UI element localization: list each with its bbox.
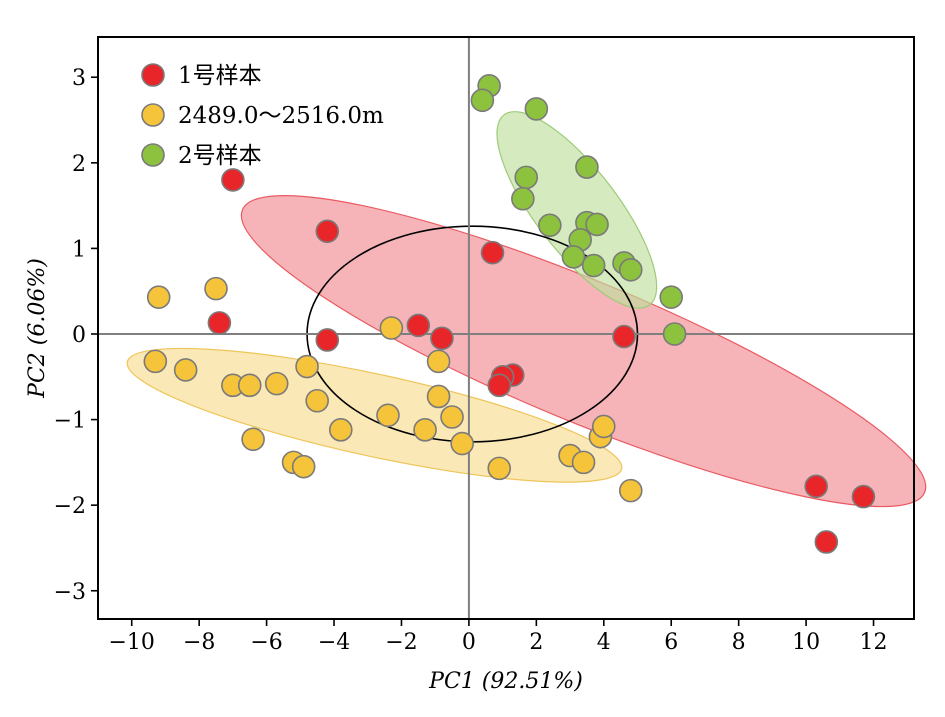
- legend-label: 2489.0～2516.0m: [178, 103, 384, 129]
- data-point-series-3: [524, 97, 549, 121]
- data-point-series-2: [264, 371, 289, 396]
- x-tick-label: 12: [860, 630, 888, 655]
- legend-label: 2号样本: [178, 143, 262, 169]
- data-point-series-1: [315, 219, 340, 244]
- data-point-series-3: [470, 88, 495, 113]
- legend: 1号样本 2489.0～2516.0m 2号样本: [141, 63, 384, 169]
- data-point-series-2: [591, 414, 616, 439]
- data-point-series-3: [662, 322, 687, 346]
- x-tick-label: −2: [385, 630, 417, 655]
- data-point-series-2: [450, 431, 474, 456]
- data-point-series-1: [315, 328, 340, 352]
- x-tick-label: 0: [462, 630, 476, 655]
- data-point-series-3: [514, 165, 539, 190]
- data-point-series-2: [204, 276, 228, 301]
- data-point-series-2: [487, 456, 512, 481]
- data-point-series-3: [561, 245, 586, 269]
- x-axis-title: PC1 (92.51%): [428, 669, 583, 694]
- legend-marker: [141, 143, 165, 167]
- data-point-series-2: [305, 388, 329, 413]
- x-tick-label: −6: [250, 630, 282, 655]
- data-point-series-3: [581, 253, 606, 278]
- data-point-series-1: [851, 484, 876, 509]
- data-point-series-2: [328, 418, 353, 442]
- legend-marker: [141, 63, 165, 87]
- y-axis-ticks: −3 −2 −1 0 1 2 3: [54, 66, 98, 605]
- data-point-series-3: [538, 213, 562, 238]
- data-point-series-1: [814, 530, 839, 554]
- x-axis-ticks: −10 −8 −6 −4 −2 0 2 4 6 8 10 12: [109, 619, 888, 655]
- data-point-series-2: [241, 427, 265, 452]
- data-point-series-1: [207, 311, 232, 335]
- x-tick-label: −10: [109, 630, 155, 655]
- x-tick-label: 4: [597, 630, 611, 655]
- data-point-series-2: [618, 478, 643, 503]
- data-point-series-2: [376, 403, 400, 428]
- data-point-series-3: [575, 155, 599, 179]
- y-tick-label: 2: [72, 152, 86, 177]
- data-point-series-2: [143, 349, 168, 374]
- x-tick-label: 8: [732, 630, 746, 655]
- data-point-series-1: [612, 324, 636, 349]
- legend-label: 1号样本: [178, 63, 262, 89]
- x-tick-label: 2: [529, 630, 543, 655]
- y-tick-label: −2: [54, 494, 86, 519]
- data-point-series-2: [173, 358, 198, 382]
- data-point-series-1: [406, 313, 431, 338]
- data-point-series-2: [571, 450, 596, 475]
- data-point-series-2: [379, 316, 404, 340]
- data-point-series-2: [295, 354, 319, 379]
- data-point-series-2: [440, 405, 464, 429]
- data-point-series-1: [804, 474, 829, 499]
- y-tick-label: 3: [72, 66, 86, 91]
- x-tick-label: −8: [183, 630, 215, 655]
- data-point-series-3: [618, 257, 643, 282]
- data-point-series-1: [221, 168, 245, 192]
- data-point-series-2: [291, 454, 316, 479]
- plot-frame: [97, 36, 915, 620]
- y-axis-title: PC2 (6.06%): [25, 258, 50, 399]
- data-point-series-3: [585, 212, 609, 237]
- data-point-series-1: [487, 373, 512, 398]
- y-tick-label: 1: [72, 237, 86, 262]
- y-tick-label: −1: [54, 409, 86, 434]
- zero-lines: [98, 37, 914, 619]
- x-tick-label: 6: [664, 630, 678, 655]
- y-tick-label: 0: [72, 323, 86, 348]
- data-point-series-2: [237, 373, 262, 398]
- y-tick-label: −3: [54, 580, 86, 605]
- x-tick-label: 10: [792, 630, 820, 655]
- x-tick-label: −4: [318, 630, 350, 655]
- data-point-series-1: [480, 240, 505, 265]
- data-point-series-2: [146, 285, 171, 309]
- data-point-series-2: [426, 349, 451, 374]
- points-layer: [143, 73, 876, 554]
- legend-marker: [141, 103, 165, 127]
- data-point-series-2: [413, 418, 437, 442]
- data-point-series-3: [659, 285, 684, 309]
- data-point-series-3: [511, 186, 535, 211]
- data-point-series-1: [430, 326, 454, 351]
- data-point-series-2: [426, 384, 451, 409]
